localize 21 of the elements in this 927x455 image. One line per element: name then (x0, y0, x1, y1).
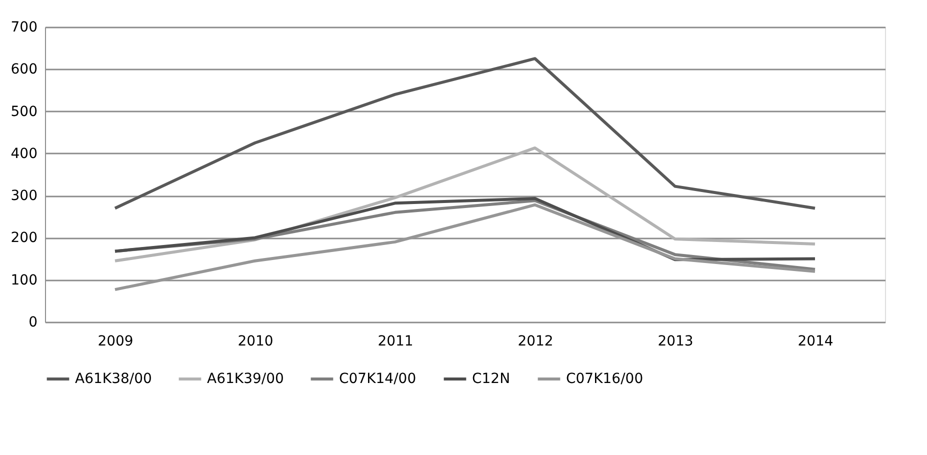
x-tick-label: 2010 (238, 334, 274, 350)
x-tick-label: 2012 (518, 334, 554, 350)
y-tick-label: 100 (10, 272, 38, 288)
line-series (114, 57, 816, 210)
x-tick-label: 2011 (378, 334, 414, 350)
x-tick-label: 2014 (798, 334, 834, 350)
x-tick-label: 2009 (98, 334, 134, 350)
legend-label: A61K38/00 (75, 371, 152, 387)
y-tick-label: 700 (10, 20, 38, 36)
legend-label: C12N (472, 371, 510, 387)
y-tick-label: 600 (10, 62, 38, 78)
legend-label: C07K14/00 (339, 371, 416, 387)
y-tick-label: 0 (28, 314, 38, 330)
x-tick-label: 2013 (658, 334, 694, 350)
y-tick-label: 300 (10, 188, 38, 204)
line-series (114, 197, 816, 262)
y-tick-label: 400 (10, 146, 38, 162)
legend-label: C07K16/00 (566, 371, 644, 387)
y-tick-label: 500 (10, 104, 38, 120)
y-tick-label: 200 (10, 230, 38, 246)
legend-label: A61K39/00 (207, 371, 284, 387)
